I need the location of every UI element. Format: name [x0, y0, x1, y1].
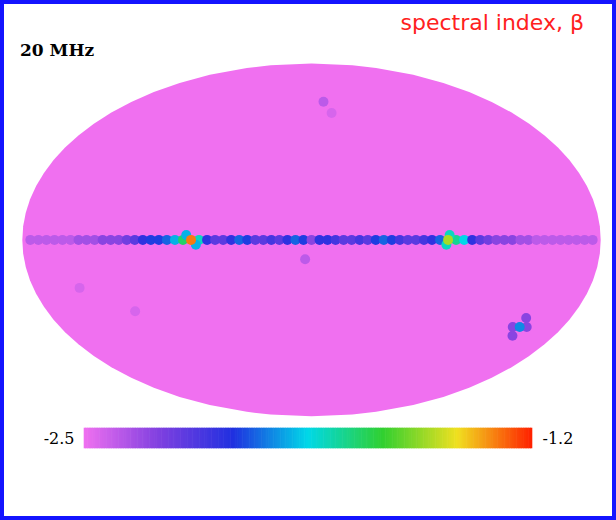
svg-text:-1.2: -1.2 [543, 429, 574, 448]
html-text:spectral index, β: spectral index, β [400, 10, 584, 35]
svg-text:-2.5: -2.5 [44, 429, 75, 448]
html-text:20 MHz: 20 MHz [20, 40, 95, 60]
